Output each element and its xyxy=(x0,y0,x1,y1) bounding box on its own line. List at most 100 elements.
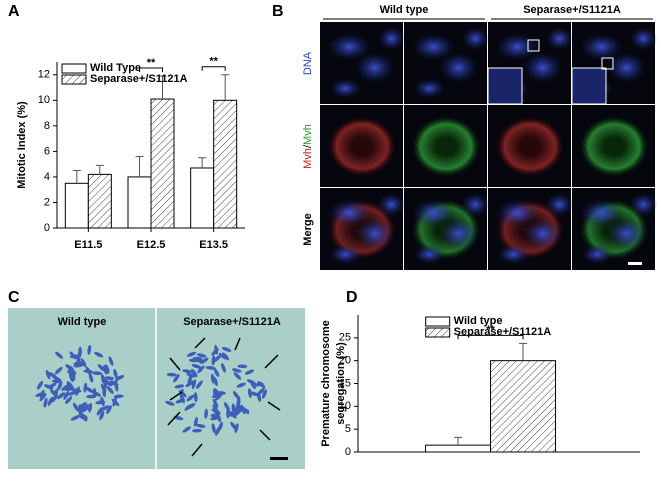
chromosome xyxy=(211,348,219,356)
y-tick-label: 10 xyxy=(38,94,50,106)
nucleus xyxy=(461,26,490,51)
error-bar xyxy=(135,155,144,177)
nucleus xyxy=(411,32,456,61)
arrow xyxy=(267,401,281,411)
chromosome xyxy=(196,380,203,389)
nucleus xyxy=(522,51,563,84)
y-tick-label: 0 xyxy=(345,446,351,458)
legend-label: Separase+/S1121A xyxy=(90,73,188,85)
arrow xyxy=(234,337,241,351)
chromosome xyxy=(229,410,237,419)
chromosome xyxy=(166,372,177,377)
nucleus xyxy=(579,198,624,227)
chromosome xyxy=(109,380,119,386)
significance-bracket xyxy=(139,67,163,73)
legend-swatch xyxy=(61,74,87,85)
chromosome xyxy=(196,353,207,358)
y-axis-label: Mitotic Index (%) xyxy=(16,101,28,189)
panel-label: A xyxy=(8,3,20,20)
chromosome xyxy=(211,408,221,415)
chromosome xyxy=(184,403,193,411)
chromosome xyxy=(182,426,192,433)
nucleus xyxy=(629,192,658,217)
chromosome xyxy=(195,359,206,363)
chromosome xyxy=(249,391,260,397)
chromosome xyxy=(45,369,51,380)
chromosome xyxy=(213,367,220,377)
y-axis-label: Premature chromosome xyxy=(320,320,332,447)
chromosome xyxy=(233,372,242,380)
error-bar xyxy=(72,170,81,184)
chromosome xyxy=(99,410,105,421)
row-label-part: DNA xyxy=(302,51,314,75)
chromosome xyxy=(211,423,216,434)
panel-c: C Wild type Separase+/S1121A xyxy=(8,289,305,469)
legend-swatch xyxy=(425,316,451,327)
arrow xyxy=(169,357,181,371)
bar xyxy=(127,176,152,229)
chromosome xyxy=(239,408,250,413)
arrow xyxy=(194,337,206,349)
chromosome xyxy=(173,374,180,383)
nucleus xyxy=(461,192,490,217)
chromosome xyxy=(55,351,64,359)
row-label-part: / xyxy=(302,144,314,148)
chromosome xyxy=(91,391,102,397)
nucleus xyxy=(413,244,446,265)
panel-label: B xyxy=(272,3,284,20)
bar xyxy=(150,98,175,229)
legend-label: Wild type xyxy=(454,315,503,327)
chromosome xyxy=(71,388,82,393)
chromosome xyxy=(197,365,205,374)
chromosome xyxy=(85,386,94,394)
chromosome xyxy=(237,364,248,369)
row-label-part: Mvh xyxy=(302,124,314,145)
nucleus xyxy=(438,217,479,250)
chromosome xyxy=(113,368,118,379)
chromosome xyxy=(174,384,185,389)
panel-label: D xyxy=(346,289,358,306)
chromosome xyxy=(204,408,208,419)
y-axis-label: segregation (%) xyxy=(335,342,347,425)
inset xyxy=(571,67,607,105)
chromosome xyxy=(39,393,47,402)
chromosome xyxy=(51,394,58,403)
row-label-part: Mvh xyxy=(302,148,314,169)
chromosome xyxy=(68,372,74,382)
chromosome xyxy=(100,374,106,384)
chromosome xyxy=(104,376,115,381)
cell xyxy=(496,116,564,177)
chromosome xyxy=(87,344,92,355)
x-tick-label: E12.5 xyxy=(137,239,166,251)
chromosome xyxy=(63,390,70,400)
nucleus xyxy=(579,32,624,61)
chromosome xyxy=(213,376,218,387)
error-bar xyxy=(221,74,230,101)
chromosome xyxy=(113,394,124,399)
chromosome xyxy=(186,351,197,357)
y-tick-label: 8 xyxy=(44,120,50,132)
chromosome xyxy=(68,367,77,375)
chromosome xyxy=(78,346,82,357)
legend-swatch xyxy=(425,327,451,338)
significance-bracket xyxy=(201,66,226,71)
chromosome xyxy=(261,389,267,399)
chromosome xyxy=(108,356,114,366)
nucleus xyxy=(413,78,446,99)
y-tick-label: 2 xyxy=(44,196,50,208)
y-tick-label: 25 xyxy=(339,332,351,344)
arrow xyxy=(259,429,271,441)
chromosome xyxy=(80,358,87,368)
chromosome xyxy=(192,428,203,433)
x-tick-label: E11.5 xyxy=(74,239,102,251)
chromosome xyxy=(106,405,112,415)
chromosome xyxy=(218,421,223,432)
bar xyxy=(213,99,238,229)
significance-label: ** xyxy=(209,56,218,68)
chromosome xyxy=(94,351,104,358)
chromosome xyxy=(104,364,110,374)
cell xyxy=(412,116,480,177)
chromosome xyxy=(232,391,240,400)
chromosome xyxy=(244,369,255,375)
